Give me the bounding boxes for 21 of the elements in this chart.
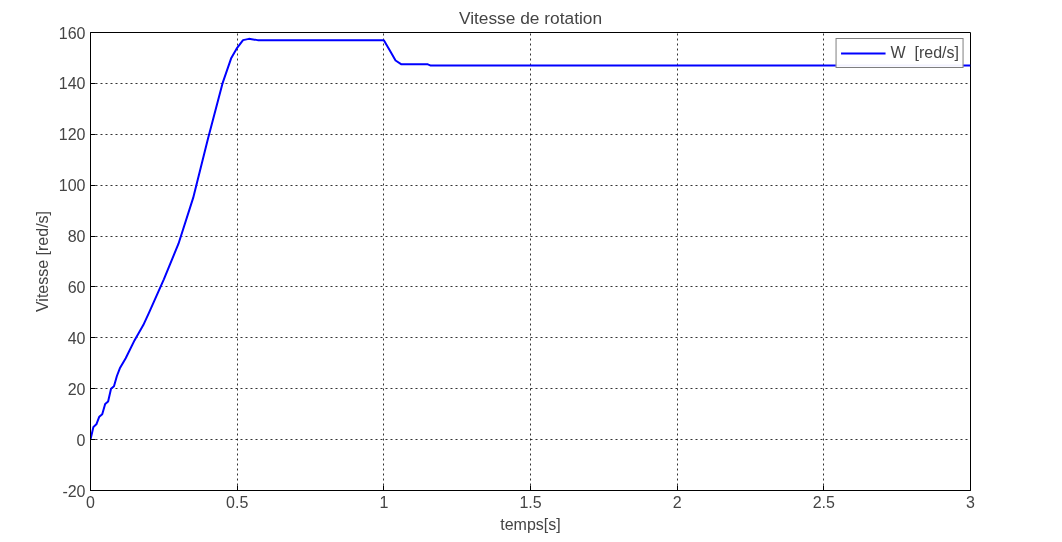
y-tick-label: 120 [58, 126, 86, 144]
x-tick-label: 0.5 [226, 493, 249, 511]
x-axis-title: temps[s] [500, 515, 561, 533]
y-tick-label: 40 [67, 329, 86, 347]
line-series [90, 37, 971, 441]
y-tick-label: -20 [62, 482, 86, 500]
y-tick-label: 160 [58, 24, 86, 42]
x-tick-label: 3 [966, 493, 976, 511]
y-tick-label: 100 [58, 177, 86, 195]
chart-title: Vitesse de rotation [458, 7, 603, 28]
y-axis-title: Vitesse [red/s] [33, 210, 51, 313]
y-tick-label: 60 [67, 278, 86, 296]
y-tick-label: 80 [67, 228, 86, 246]
y-tick-label: 20 [67, 380, 86, 398]
x-tick-label: 2.5 [812, 493, 836, 511]
legend-label: W [red/s] [890, 44, 959, 62]
y-tick-label: 140 [58, 75, 86, 93]
x-tick-label: 1 [379, 493, 389, 511]
y-tick-label: 0 [76, 431, 86, 449]
x-tick-label: 2 [672, 493, 682, 511]
x-tick-label: 1.5 [519, 493, 542, 511]
